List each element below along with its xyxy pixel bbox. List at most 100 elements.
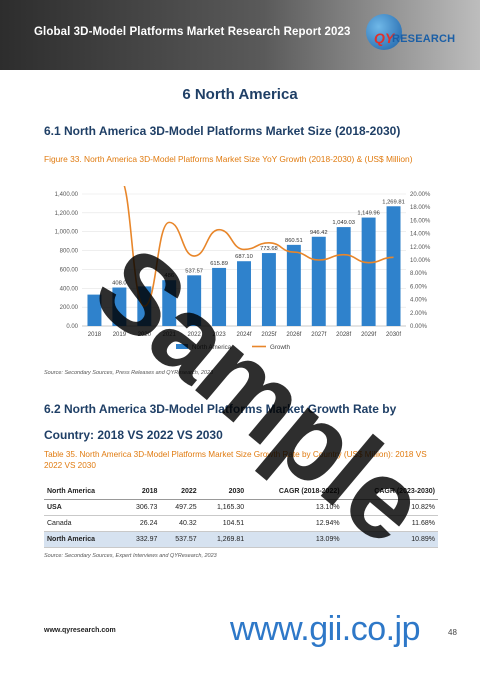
data-label: 408.0: [112, 281, 127, 287]
x-tick-label: 2030f: [386, 332, 401, 338]
bar: [361, 217, 376, 326]
table-cell: 332.97: [121, 531, 161, 548]
growth-rate-table: North America 2018 2022 2030 CAGR (2018-…: [44, 484, 438, 548]
qyresearch-logo: QY RESEARCH: [366, 14, 462, 58]
table-cell: 1,269.81: [199, 531, 248, 548]
table-cell: 12.94%: [247, 515, 343, 532]
source-note-1: Source: Secondary Sources, Press Release…: [44, 370, 214, 376]
bar: [162, 280, 177, 326]
legend-swatch-bar: [176, 344, 188, 349]
x-tick-label: 2029f: [361, 332, 376, 338]
y2-tick-label: 8.00%: [410, 271, 428, 277]
table-cell: 537.57: [160, 531, 200, 548]
table-header-cell: 2018: [121, 484, 161, 500]
table-row: USA 306.73 497.25 1,165.30 13.10% 10.82%: [44, 499, 438, 516]
table-cell: 11.68%: [342, 515, 438, 532]
figure-title: Figure 33. North America 3D-Model Platfo…: [44, 154, 413, 164]
globe-icon: [366, 14, 402, 50]
table-header-cell: CAGR (2018-2022): [247, 484, 343, 500]
report-title: Global 3D-Model Platforms Market Researc…: [34, 26, 351, 38]
table-row-total: North America 332.97 537.57 1,269.81 13.…: [44, 531, 438, 548]
data-label: 773.68: [260, 246, 278, 252]
table-title: Table 35. North America 3D-Model Platfor…: [44, 450, 427, 470]
data-label: 615.89: [210, 261, 228, 267]
bar: [112, 287, 127, 326]
chapter-title: 6 North America: [182, 86, 298, 103]
data-label: 1,269.81: [382, 199, 405, 205]
table-header-cell: 2030: [199, 484, 248, 500]
table-cell: 497.25: [160, 499, 200, 516]
data-label: 1,149.96: [357, 211, 380, 217]
table-cell: 40.32: [160, 515, 200, 532]
table-cell: 104.51: [199, 515, 248, 532]
x-tick-label: 2027f: [311, 332, 326, 338]
y2-tick-label: 4.00%: [410, 298, 428, 304]
section-title-6-2: 6.2 North America 3D-Model Platforms Mar…: [44, 402, 397, 442]
y-tick-label: 1,400.00: [55, 192, 79, 198]
x-tick-label: 2024f: [236, 332, 251, 338]
data-label: 946.42: [310, 230, 328, 236]
bar: [336, 227, 351, 326]
data-label: 1,049.03: [332, 220, 355, 226]
footer-url[interactable]: www.qyresearch.com: [44, 627, 116, 634]
table-cell: 10.82%: [342, 499, 438, 516]
table-header-cell: 2022: [160, 484, 200, 500]
table-header-row: North America 2018 2022 2030 CAGR (2018-…: [44, 484, 438, 500]
x-tick-label: 2022: [187, 332, 201, 338]
bar: [261, 253, 276, 326]
x-tick-label: 2019: [113, 332, 127, 338]
page-header: Global 3D-Model Platforms Market Researc…: [0, 0, 480, 70]
data-label: 687.10: [235, 254, 253, 260]
x-tick-label: 2026f: [286, 332, 301, 338]
table-header-cell: North America: [44, 484, 122, 500]
x-tick-label: 2028f: [336, 332, 351, 338]
table-row: Canada 26.24 40.32 104.51 12.94% 11.68%: [44, 515, 438, 532]
gii-watermark-url: www.gii.co.jp: [230, 610, 421, 648]
table-cell: Canada: [44, 515, 122, 532]
bar: [212, 267, 227, 326]
x-tick-label: 2025f: [261, 332, 276, 338]
table-cell: 1,165.30: [199, 499, 248, 516]
table-cell: USA: [44, 499, 122, 516]
table-cell: 10.89%: [342, 531, 438, 548]
y2-tick-label: 20.00%: [410, 192, 431, 198]
x-tick-label: 2023: [212, 332, 226, 338]
y-tick-label: 1,200.00: [55, 211, 79, 217]
growth-line: [123, 186, 394, 308]
y-tick-label: 200.00: [60, 305, 79, 311]
table-cell: 26.24: [121, 515, 161, 532]
bar: [286, 244, 301, 326]
x-tick-label: 2021: [163, 332, 177, 338]
bar: [386, 206, 401, 326]
y-tick-label: 1,000.00: [55, 230, 79, 236]
legend-label: Growth: [270, 344, 291, 351]
source-note-2: Source: Secondary Sources, Expert Interv…: [44, 553, 217, 559]
y2-tick-label: 6.00%: [410, 284, 428, 290]
y-tick-label: 600.00: [60, 267, 79, 273]
table-cell: 306.73: [121, 499, 161, 516]
legend-label: North America: [192, 344, 232, 351]
y-tick-label: 0.00: [66, 324, 78, 330]
logo-text: RESEARCH: [392, 33, 456, 45]
y2-tick-label: 0.00%: [410, 324, 428, 330]
bar: [237, 261, 251, 326]
x-tick-label: 2018: [88, 332, 102, 338]
logo-qy: QY: [374, 30, 395, 46]
y-tick-label: 800.00: [60, 249, 79, 255]
y2-tick-label: 16.00%: [410, 218, 431, 224]
y2-tick-label: 18.00%: [410, 205, 431, 211]
table-header-cell: CAGR (2023-2030): [342, 484, 438, 500]
section-title-6-1: 6.1 North America 3D-Model Platforms Mar…: [44, 124, 401, 138]
table-cell: North America: [44, 531, 122, 548]
table-cell: 13.09%: [247, 531, 343, 548]
page-number: 48: [448, 628, 457, 637]
data-label: 486: [164, 273, 174, 279]
y-tick-label: 400.00: [60, 286, 79, 292]
y2-tick-label: 10.00%: [410, 258, 431, 264]
y2-tick-label: 12.00%: [410, 245, 431, 251]
y2-tick-label: 14.00%: [410, 232, 431, 238]
y2-tick-label: 2.00%: [410, 311, 428, 317]
data-label: 537.57: [185, 268, 203, 274]
bar: [87, 294, 102, 326]
market-size-chart: 0.00 200.00 400.00 600.00 800.00 1,000.00 1,20…: [55, 186, 431, 351]
